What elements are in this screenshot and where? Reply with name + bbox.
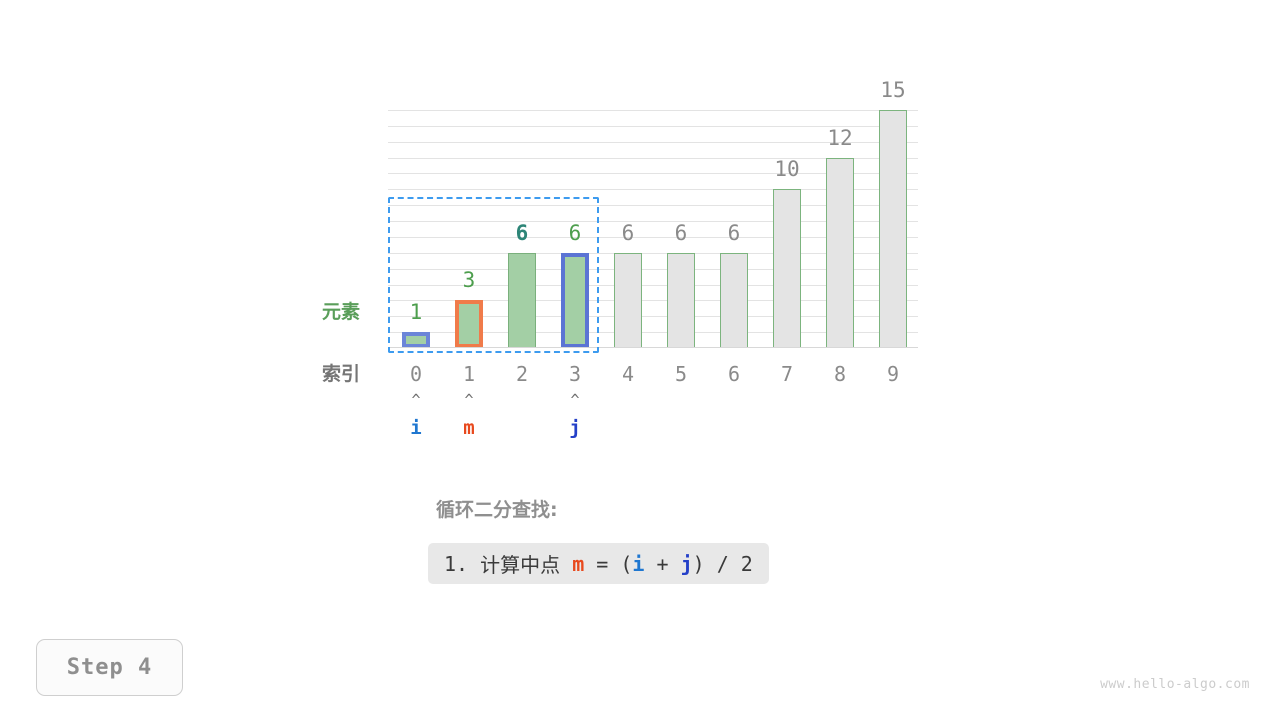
bar-9 <box>879 110 907 348</box>
bar-column: 1 <box>402 110 430 348</box>
code-equals: = ( <box>584 551 633 576</box>
gridline <box>388 316 918 318</box>
gridline <box>388 173 918 175</box>
bar-6 <box>720 252 748 348</box>
pointer-label-j: j <box>569 417 581 439</box>
watermark: www.hello-algo.com <box>1100 677 1250 692</box>
axis-baseline <box>388 347 918 348</box>
bar-value-label-0: 1 <box>409 300 423 325</box>
bar-column: 3 <box>455 110 483 348</box>
gridline <box>388 141 918 143</box>
pointer-caret-i: ^ <box>411 391 421 409</box>
gridline <box>388 125 918 127</box>
step-badge: Step 4 <box>36 639 183 696</box>
index-label-4: 4 <box>621 362 635 386</box>
index-label-0: 0 <box>409 362 423 386</box>
bar-value-label-5: 6 <box>674 220 688 245</box>
code-line-1: 1. 计算中点 m = ( i + j ) / 2 <box>428 543 769 584</box>
code-var-i: i <box>632 551 645 576</box>
index-cell-9: 9 <box>863 364 923 384</box>
index-label-8: 8 <box>833 362 847 386</box>
gridline <box>388 205 918 207</box>
gridline <box>388 332 918 334</box>
pointer-caret-j: ^ <box>570 391 580 409</box>
index-label-6: 6 <box>727 362 741 386</box>
index-cell-0: 0 ^ i <box>386 364 446 438</box>
bar-1 <box>455 300 483 348</box>
pointer-caret-m: ^ <box>464 391 474 409</box>
index-label-5: 5 <box>674 362 688 386</box>
index-cell-4: 4 <box>598 364 658 384</box>
bar-value-label-3: 6 <box>568 220 582 245</box>
algorithm-caption: 循环二分查找: <box>436 499 558 521</box>
bar-column: 6 <box>720 110 748 348</box>
bar-column: 6 <box>667 110 695 348</box>
bar-4 <box>614 252 642 348</box>
code-text-before: 计算中点 <box>468 553 573 577</box>
bar-5 <box>667 252 695 348</box>
bar-0 <box>402 332 430 348</box>
gridline <box>388 236 918 238</box>
gridline <box>388 268 918 270</box>
search-range-selection-box <box>388 197 599 353</box>
code-var-j: j <box>680 551 693 576</box>
bar-value-label-7: 10 <box>774 157 800 182</box>
gridline <box>388 252 918 254</box>
index-cell-3: 3 ^ j <box>545 364 605 438</box>
gridline <box>388 284 918 286</box>
index-label-1: 1 <box>462 362 476 386</box>
bar-3 <box>561 252 589 348</box>
code-plus: + <box>644 551 681 576</box>
index-axis-caption: 索引 <box>322 363 361 385</box>
index-label-2: 2 <box>515 362 529 386</box>
bar-value-label-4: 6 <box>621 220 635 245</box>
bar-column: 15 <box>879 80 907 348</box>
index-cell-1: 1 ^ m <box>439 364 499 438</box>
pointer-label-i: i <box>410 417 422 439</box>
gridline <box>388 157 918 159</box>
code-line-number: 1. <box>444 551 469 576</box>
gridline <box>388 189 918 191</box>
bar-7 <box>773 189 801 348</box>
bar-value-label-6: 6 <box>727 220 741 245</box>
gridline <box>388 300 918 302</box>
index-cell-6: 6 <box>704 364 764 384</box>
element-axis-caption: 元素 <box>322 301 361 323</box>
index-cell-5: 5 <box>651 364 711 384</box>
step-badge-label: Step 4 <box>66 655 153 680</box>
bar-column: 6 <box>614 110 642 348</box>
index-label-3: 3 <box>568 362 582 386</box>
index-cell-7: 7 <box>757 364 817 384</box>
bar-8 <box>826 157 854 348</box>
bar-value-label-1: 3 <box>462 268 476 293</box>
bar-2 <box>508 252 536 348</box>
index-label-9: 9 <box>886 362 900 386</box>
gridline <box>388 221 918 223</box>
bar-chart-plot-area: 1 3 6 6 6 6 6 10 12 15 <box>388 80 918 348</box>
index-label-7: 7 <box>780 362 794 386</box>
bar-column: 10 <box>773 110 801 348</box>
index-cell-2: 2 <box>492 364 552 384</box>
bar-value-label-8: 12 <box>827 125 853 150</box>
bar-column: 6 <box>508 110 536 348</box>
code-text-after: ) / 2 <box>692 551 753 576</box>
bar-column: 6 <box>561 110 589 348</box>
bar-value-label-9: 15 <box>880 78 906 102</box>
gridline <box>388 110 918 111</box>
code-var-m: m <box>572 551 585 576</box>
bar-value-label-2: 6 <box>515 220 529 245</box>
bar-column: 12 <box>826 110 854 348</box>
index-cell-8: 8 <box>810 364 870 384</box>
pointer-label-m: m <box>463 417 475 439</box>
